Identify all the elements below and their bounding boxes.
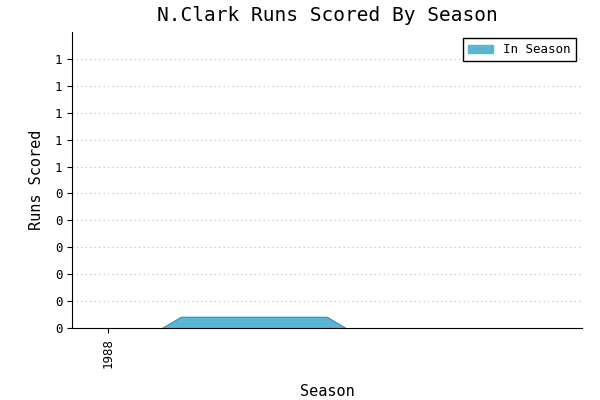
Y-axis label: Runs Scored: Runs Scored <box>29 130 44 230</box>
Title: N.Clark Runs Scored By Season: N.Clark Runs Scored By Season <box>157 6 497 25</box>
Legend: In Season: In Season <box>463 38 576 61</box>
X-axis label: Season: Season <box>299 384 355 399</box>
